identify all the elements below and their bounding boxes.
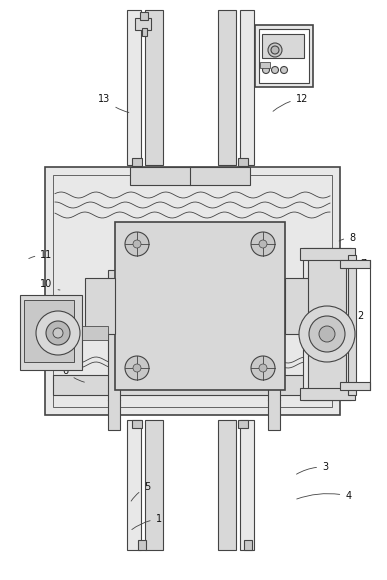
Bar xyxy=(142,28,147,36)
Bar xyxy=(348,255,356,395)
Bar xyxy=(82,326,108,340)
Circle shape xyxy=(259,240,267,248)
Bar xyxy=(238,420,248,428)
Bar xyxy=(244,540,252,550)
Circle shape xyxy=(281,67,288,74)
Bar xyxy=(260,62,270,68)
Text: 13: 13 xyxy=(98,93,129,113)
Text: 6: 6 xyxy=(63,366,84,382)
Circle shape xyxy=(251,356,275,380)
Bar xyxy=(238,158,248,166)
Bar xyxy=(115,222,285,390)
Bar xyxy=(240,420,254,550)
Text: 3: 3 xyxy=(296,462,328,474)
Bar xyxy=(132,158,142,166)
Circle shape xyxy=(251,232,275,256)
Bar xyxy=(53,375,332,395)
Circle shape xyxy=(309,316,345,352)
Text: 8: 8 xyxy=(339,233,355,243)
Text: 2: 2 xyxy=(337,311,363,326)
Bar xyxy=(268,270,280,430)
Text: 12: 12 xyxy=(273,93,308,111)
Text: 10: 10 xyxy=(40,279,60,290)
Circle shape xyxy=(272,67,279,74)
Text: 11: 11 xyxy=(29,250,53,260)
Bar xyxy=(145,10,163,165)
Text: 5: 5 xyxy=(131,482,150,501)
Bar xyxy=(138,540,146,550)
Text: 7: 7 xyxy=(349,259,367,269)
Circle shape xyxy=(46,321,70,345)
Bar xyxy=(45,167,340,415)
Circle shape xyxy=(271,46,279,54)
Circle shape xyxy=(125,356,149,380)
Circle shape xyxy=(319,326,335,342)
Bar xyxy=(132,420,142,428)
Bar xyxy=(340,382,370,390)
Bar xyxy=(127,10,141,165)
Bar xyxy=(308,258,346,390)
Circle shape xyxy=(36,311,80,355)
Bar xyxy=(140,12,148,20)
Circle shape xyxy=(133,364,141,372)
Circle shape xyxy=(53,328,63,338)
Bar xyxy=(218,420,236,550)
Circle shape xyxy=(125,232,149,256)
Text: 1: 1 xyxy=(132,514,162,530)
Bar xyxy=(259,29,309,83)
Bar xyxy=(300,248,355,260)
Bar xyxy=(127,420,141,550)
Bar xyxy=(240,10,254,165)
Bar xyxy=(262,34,304,58)
Bar xyxy=(300,388,355,400)
Circle shape xyxy=(133,240,141,248)
Bar xyxy=(108,270,120,430)
Circle shape xyxy=(259,364,267,372)
Text: 9: 9 xyxy=(63,302,79,313)
Circle shape xyxy=(268,43,282,57)
Bar xyxy=(303,248,351,400)
Bar xyxy=(340,260,370,268)
Circle shape xyxy=(262,67,269,74)
Bar xyxy=(285,278,315,334)
Bar xyxy=(130,167,250,185)
Text: 4: 4 xyxy=(297,491,351,501)
Bar xyxy=(135,18,151,30)
Bar xyxy=(145,420,163,550)
Bar xyxy=(218,10,236,165)
Circle shape xyxy=(299,306,355,362)
Bar xyxy=(24,300,74,362)
Bar xyxy=(53,175,332,407)
Bar xyxy=(85,278,115,334)
Bar xyxy=(255,25,313,87)
Bar xyxy=(20,295,82,370)
